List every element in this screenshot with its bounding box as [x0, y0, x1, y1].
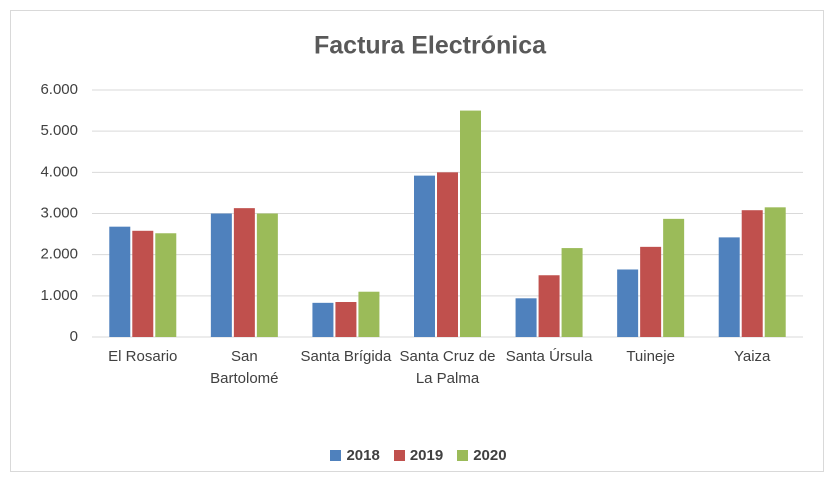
y-tick-label: 5.000 — [40, 122, 78, 139]
legend-label: 2020 — [473, 447, 507, 464]
bar — [663, 218, 685, 337]
legend-swatch — [330, 450, 342, 461]
legend-swatch — [457, 450, 469, 461]
bar — [460, 110, 481, 337]
chart-frame — [10, 10, 824, 472]
bar — [335, 302, 357, 337]
bar — [155, 233, 177, 337]
y-tick-label: 4.000 — [40, 163, 78, 180]
bar — [233, 208, 255, 337]
x-tick-label: Tuineje — [626, 348, 675, 365]
bar — [515, 298, 537, 337]
legend: 2018 2019 2020 — [0, 447, 837, 464]
x-tick-label: El Rosario — [108, 348, 178, 365]
bar — [256, 213, 278, 337]
bar — [640, 246, 662, 337]
y-tick-label: 0 — [70, 328, 78, 345]
x-tick-label: Yaiza — [733, 348, 771, 365]
y-tick-label: 2.000 — [40, 246, 78, 263]
y-tick-label: 6.000 — [40, 81, 78, 98]
x-tick-label: Santa Cruz de La Palma — [399, 348, 496, 387]
legend-item: 2018 — [330, 447, 380, 464]
x-tick-label: Santa Brígida — [300, 348, 392, 365]
bar — [561, 248, 583, 337]
x-tick-label: Santa Úrsula — [505, 348, 593, 365]
bar — [718, 237, 740, 337]
bar — [437, 172, 458, 337]
bar — [109, 226, 131, 337]
bar — [764, 207, 786, 337]
y-tick-label: 1.000 — [40, 287, 78, 304]
chart-title: Factura Electrónica — [314, 32, 547, 60]
bar — [358, 291, 380, 337]
x-tick-label: San Bartolomé — [210, 348, 279, 387]
legend-item: 2019 — [393, 447, 444, 464]
bar — [132, 230, 154, 337]
bar — [741, 210, 763, 337]
legend-label: 2019 — [409, 447, 444, 464]
legend-label: 2018 — [346, 447, 380, 464]
y-tick-label: 3.000 — [40, 204, 78, 221]
legend-swatch — [393, 450, 405, 461]
bar — [312, 302, 334, 337]
bar — [210, 213, 232, 337]
bar — [538, 275, 560, 337]
bar — [414, 175, 435, 337]
legend-item: 2020 — [457, 447, 507, 464]
bar — [617, 269, 639, 337]
